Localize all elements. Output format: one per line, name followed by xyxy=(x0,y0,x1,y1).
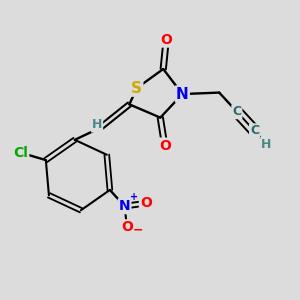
Text: H: H xyxy=(261,138,272,151)
Text: N: N xyxy=(119,199,130,213)
Text: −: − xyxy=(133,224,143,237)
Text: O: O xyxy=(159,139,171,153)
Text: N: N xyxy=(176,87,189,102)
Text: +: + xyxy=(130,192,139,202)
Text: C: C xyxy=(250,124,259,137)
Text: H: H xyxy=(92,118,102,131)
Text: S: S xyxy=(131,81,142,96)
Text: O: O xyxy=(140,196,152,210)
Text: Cl: Cl xyxy=(14,146,28,160)
Text: O: O xyxy=(121,220,133,234)
Text: C: C xyxy=(232,105,242,118)
Text: O: O xyxy=(160,33,172,46)
